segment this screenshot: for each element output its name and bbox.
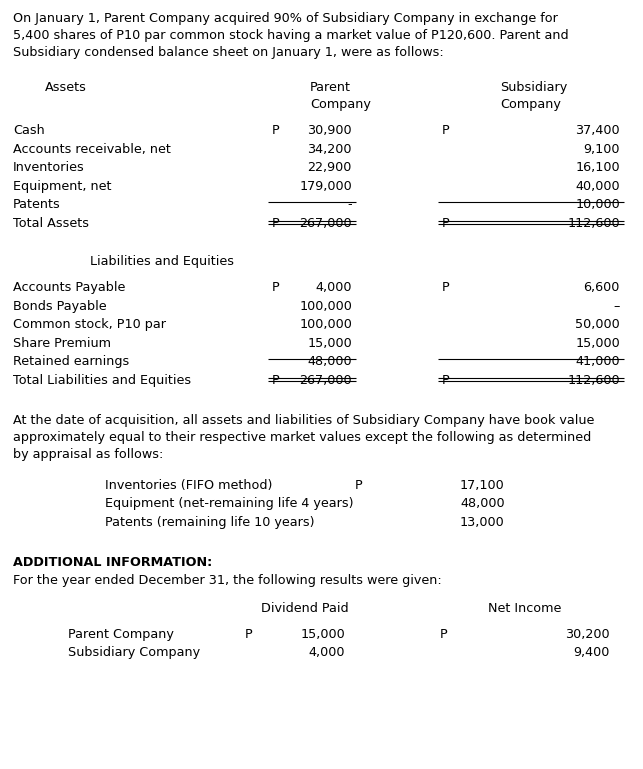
Text: Dividend Paid: Dividend Paid — [261, 602, 349, 615]
Text: 48,000: 48,000 — [460, 497, 505, 510]
Text: 267,000: 267,000 — [300, 374, 352, 387]
Text: Equipment, net: Equipment, net — [13, 180, 111, 193]
Text: 22,900: 22,900 — [307, 161, 352, 175]
Text: -: - — [347, 198, 352, 211]
Text: 5,400 shares of P10 par common stock having a market value of P120,600. Parent a: 5,400 shares of P10 par common stock hav… — [13, 28, 568, 42]
Text: 13,000: 13,000 — [460, 515, 505, 528]
Text: 15,000: 15,000 — [300, 628, 345, 641]
Text: P: P — [442, 217, 449, 230]
Text: 50,000: 50,000 — [575, 318, 620, 331]
Text: 4,000: 4,000 — [309, 647, 345, 659]
Text: Inventories: Inventories — [13, 161, 85, 175]
Text: Parent Company: Parent Company — [68, 628, 174, 641]
Text: Cash: Cash — [13, 125, 45, 137]
Text: 100,000: 100,000 — [299, 318, 352, 331]
Text: P: P — [355, 478, 363, 491]
Text: At the date of acquisition, all assets and liabilities of Subsidiary Company hav: At the date of acquisition, all assets a… — [13, 414, 594, 428]
Text: ADDITIONAL INFORMATION:: ADDITIONAL INFORMATION: — [13, 556, 212, 569]
Text: 4,000: 4,000 — [316, 281, 352, 295]
Text: 48,000: 48,000 — [307, 355, 352, 368]
Text: Retained earnings: Retained earnings — [13, 355, 129, 368]
Text: 16,100: 16,100 — [575, 161, 620, 175]
Text: Company: Company — [500, 98, 561, 112]
Text: Liabilities and Equities: Liabilities and Equities — [90, 255, 234, 268]
Text: 100,000: 100,000 — [299, 300, 352, 313]
Text: 30,200: 30,200 — [565, 628, 610, 641]
Text: 41,000: 41,000 — [575, 355, 620, 368]
Text: Subsidiary: Subsidiary — [500, 82, 567, 95]
Text: Bonds Payable: Bonds Payable — [13, 300, 107, 313]
Text: Total Assets: Total Assets — [13, 217, 89, 230]
Text: Company: Company — [310, 98, 371, 112]
Text: 112,600: 112,600 — [567, 374, 620, 387]
Text: Accounts Payable: Accounts Payable — [13, 281, 125, 295]
Text: 37,400: 37,400 — [575, 125, 620, 137]
Text: 10,000: 10,000 — [575, 198, 620, 211]
Text: P: P — [442, 125, 449, 137]
Text: P: P — [272, 217, 280, 230]
Text: Subsidiary condensed balance sheet on January 1, were as follows:: Subsidiary condensed balance sheet on Ja… — [13, 45, 444, 58]
Text: 112,600: 112,600 — [567, 217, 620, 230]
Text: 30,900: 30,900 — [307, 125, 352, 137]
Text: Share Premium: Share Premium — [13, 337, 111, 350]
Text: For the year ended December 31, the following results were given:: For the year ended December 31, the foll… — [13, 574, 442, 587]
Text: Equipment (net-remaining life 4 years): Equipment (net-remaining life 4 years) — [105, 497, 354, 510]
Text: Subsidiary Company: Subsidiary Company — [68, 647, 200, 659]
Text: 15,000: 15,000 — [307, 337, 352, 350]
Text: Parent: Parent — [310, 82, 351, 95]
Text: 34,200: 34,200 — [307, 143, 352, 155]
Text: approximately equal to their respective market values except the following as de: approximately equal to their respective … — [13, 431, 592, 444]
Text: Common stock, P10 par: Common stock, P10 par — [13, 318, 166, 331]
Text: 40,000: 40,000 — [575, 180, 620, 193]
Text: Accounts receivable, net: Accounts receivable, net — [13, 143, 171, 155]
Text: 17,100: 17,100 — [460, 478, 505, 491]
Text: 9,400: 9,400 — [574, 647, 610, 659]
Text: P: P — [272, 374, 280, 387]
Text: Assets: Assets — [45, 82, 87, 95]
Text: Total Liabilities and Equities: Total Liabilities and Equities — [13, 374, 191, 387]
Text: 179,000: 179,000 — [299, 180, 352, 193]
Text: Inventories (FIFO method): Inventories (FIFO method) — [105, 478, 273, 491]
Text: P: P — [272, 125, 280, 137]
Text: 267,000: 267,000 — [300, 217, 352, 230]
Text: by appraisal as follows:: by appraisal as follows: — [13, 448, 163, 461]
Text: 15,000: 15,000 — [575, 337, 620, 350]
Text: 6,600: 6,600 — [584, 281, 620, 295]
Text: P: P — [272, 281, 280, 295]
Text: Net Income: Net Income — [488, 602, 562, 615]
Text: Patents: Patents — [13, 198, 60, 211]
Text: P: P — [442, 281, 449, 295]
Text: 9,100: 9,100 — [583, 143, 620, 155]
Text: –: – — [613, 300, 620, 313]
Text: P: P — [245, 628, 253, 641]
Text: P: P — [440, 628, 448, 641]
Text: On January 1, Parent Company acquired 90% of Subsidiary Company in exchange for: On January 1, Parent Company acquired 90… — [13, 12, 558, 25]
Text: Patents (remaining life 10 years): Patents (remaining life 10 years) — [105, 515, 314, 528]
Text: P: P — [442, 374, 449, 387]
